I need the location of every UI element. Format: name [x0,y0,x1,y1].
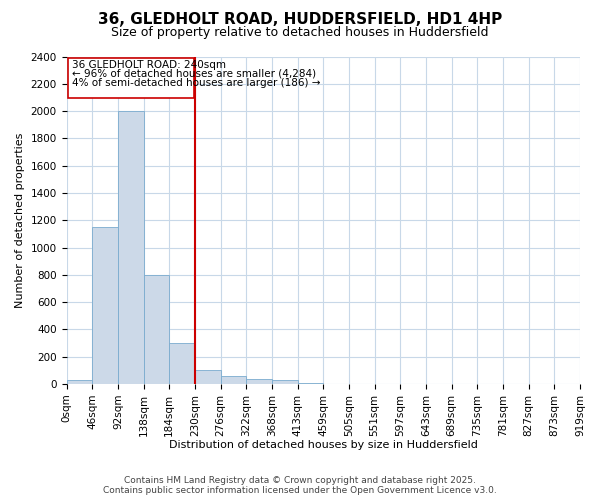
Bar [272,380,298,384]
Text: 4% of semi-detached houses are larger (186) →: 4% of semi-detached houses are larger (1… [71,78,320,88]
Bar [118,111,143,384]
Bar [169,343,195,384]
Bar [195,370,221,384]
Text: Size of property relative to detached houses in Huddersfield: Size of property relative to detached ho… [111,26,489,39]
Bar [143,275,169,384]
Bar [221,376,246,384]
Y-axis label: Number of detached properties: Number of detached properties [15,132,25,308]
Bar [298,382,323,384]
Text: 36 GLEDHOLT ROAD: 240sqm: 36 GLEDHOLT ROAD: 240sqm [71,60,226,70]
X-axis label: Distribution of detached houses by size in Huddersfield: Distribution of detached houses by size … [169,440,478,450]
Bar [92,227,118,384]
Bar [246,378,272,384]
Bar [68,58,194,98]
Text: ← 96% of detached houses are smaller (4,284): ← 96% of detached houses are smaller (4,… [71,68,316,78]
Text: 36, GLEDHOLT ROAD, HUDDERSFIELD, HD1 4HP: 36, GLEDHOLT ROAD, HUDDERSFIELD, HD1 4HP [98,12,502,28]
Text: Contains HM Land Registry data © Crown copyright and database right 2025.
Contai: Contains HM Land Registry data © Crown c… [103,476,497,495]
Bar [67,380,92,384]
